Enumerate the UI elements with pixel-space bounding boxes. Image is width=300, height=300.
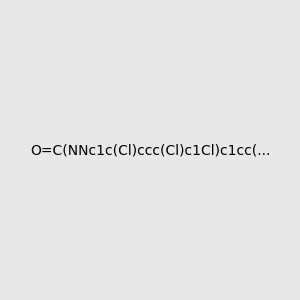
- Text: O=C(NNc1c(Cl)ccc(Cl)c1Cl)c1cc(...: O=C(NNc1c(Cl)ccc(Cl)c1Cl)c1cc(...: [30, 143, 270, 157]
